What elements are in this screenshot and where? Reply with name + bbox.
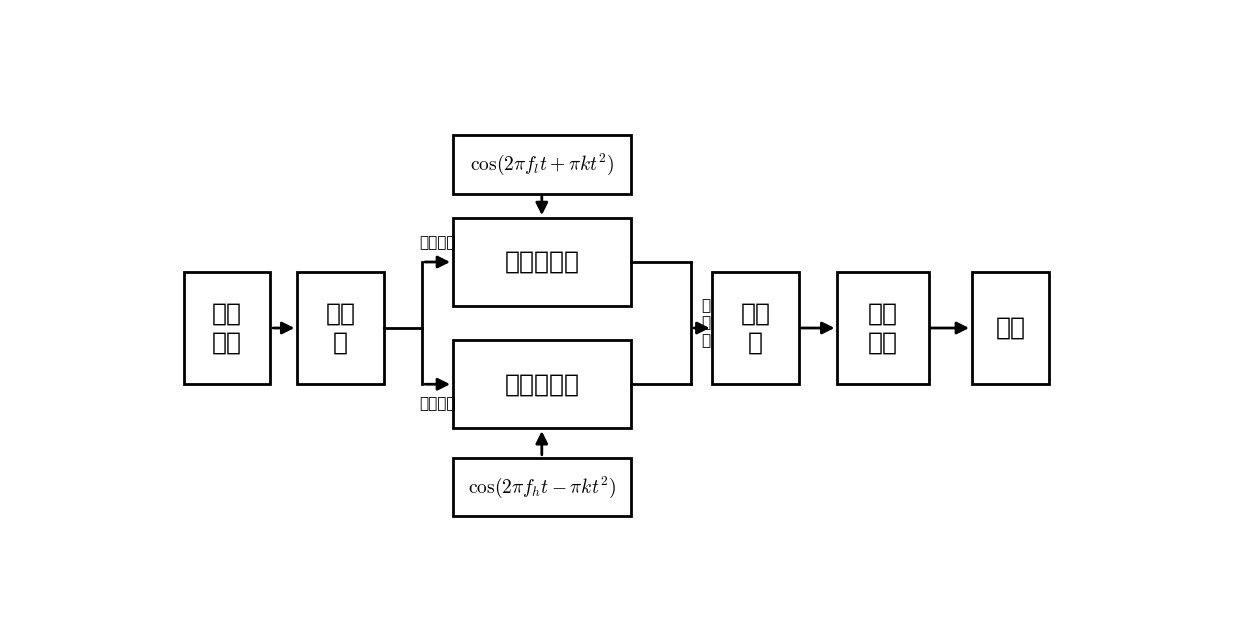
Text: 滤波
放大: 滤波 放大 [212, 301, 242, 355]
Text: 信宿: 信宿 [996, 316, 1025, 340]
Text: 拷贝相关器: 拷贝相关器 [505, 250, 579, 274]
Text: 信道
解码: 信道 解码 [868, 301, 898, 355]
Text: 拷贝相关器: 拷贝相关器 [505, 372, 579, 396]
Bar [184, 272, 270, 384]
Bar [453, 458, 631, 516]
Text: 时
延
值: 时 延 值 [701, 298, 711, 348]
Text: 奇数码元: 奇数码元 [419, 235, 456, 250]
Text: 逆映
射: 逆映 射 [740, 301, 770, 355]
Text: 偶数码元: 偶数码元 [419, 396, 456, 411]
Bar [972, 272, 1049, 384]
Text: $\cos(2\pi f_l t + \pi kt^2)$: $\cos(2\pi f_l t + \pi kt^2)$ [470, 152, 614, 177]
Bar [837, 272, 929, 384]
Bar [453, 135, 631, 194]
Text: 帧同
步: 帧同 步 [325, 301, 356, 355]
Bar [298, 272, 383, 384]
Bar [712, 272, 799, 384]
Bar [453, 340, 631, 428]
Text: $\cos(2\pi f_h t - \pi kt^2)$: $\cos(2\pi f_h t - \pi kt^2)$ [467, 474, 616, 500]
Bar [453, 218, 631, 306]
